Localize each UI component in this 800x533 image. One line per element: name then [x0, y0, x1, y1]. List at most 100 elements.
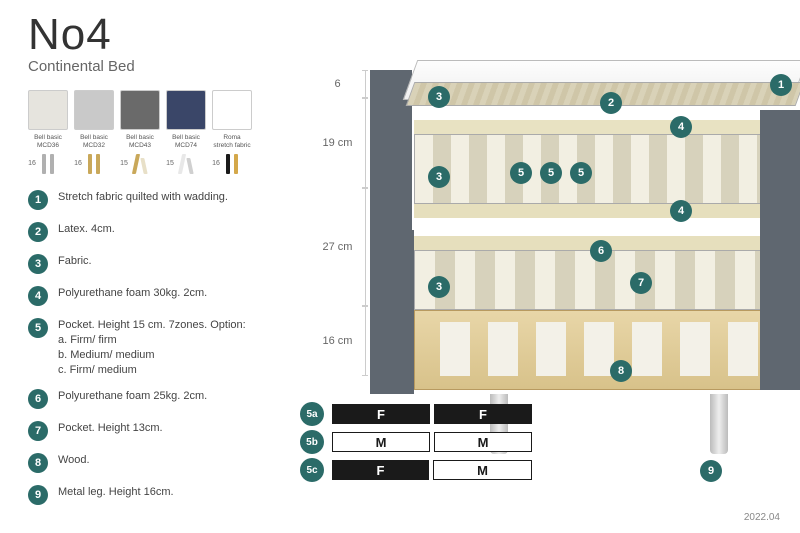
leg-shape	[234, 154, 238, 174]
firmness-left: M	[332, 432, 430, 452]
legend-item: 6 Polyurethane foam 25kg. 2cm.	[28, 389, 246, 409]
leg-shape	[96, 154, 100, 174]
swatch-color	[212, 90, 252, 130]
swatch-name: Bell basic	[28, 134, 68, 142]
leg-shape	[50, 154, 54, 174]
leg-option: 16	[212, 152, 252, 192]
layers-legend: 1 Stretch fabric quilted with wadding. 2 …	[28, 190, 246, 517]
swatch-color	[74, 90, 114, 130]
callout-marker: 3	[428, 86, 450, 108]
callout-marker: 4	[670, 200, 692, 222]
callout-marker: 3	[428, 166, 450, 188]
swatch-code: stretch fabric	[212, 142, 252, 150]
header: No4 Continental Bed	[28, 10, 135, 75]
callout-marker: 6	[590, 240, 612, 262]
legend-text: Wood.	[58, 453, 90, 468]
legend-number-badge: 5	[28, 318, 48, 338]
firmness-options: 5a F F 5b M M 5c F M	[300, 403, 532, 487]
fabric-swatch: Bell basic MCD43	[120, 90, 160, 150]
fabric-swatches: Bell basic MCD36 Bell basic MCD32 Bell b…	[28, 90, 252, 150]
dimension-label: 6	[310, 70, 366, 98]
dimension-label: 16 cm	[310, 306, 366, 376]
callout-marker: 8	[610, 360, 632, 382]
fabric-swatch: Bell basic MCD74	[166, 90, 206, 150]
legend-number-badge: 3	[28, 254, 48, 274]
swatch-code: MCD43	[120, 142, 160, 150]
leg-shape	[226, 154, 230, 174]
leg-option: 15	[120, 152, 160, 192]
leg-height: 16	[28, 160, 36, 167]
layer-pocket-springs-top	[414, 134, 794, 204]
product-subtitle: Continental Bed	[28, 58, 135, 75]
leg-height: 16	[212, 160, 220, 167]
leg-option: 15	[166, 152, 206, 192]
legend-number-badge: 2	[28, 222, 48, 242]
firmness-right: M	[433, 460, 532, 480]
firmness-left: F	[332, 460, 429, 480]
legend-item: 2 Latex. 4cm.	[28, 222, 246, 242]
firmness-right: M	[434, 432, 532, 452]
metal-leg	[710, 394, 728, 454]
callout-marker: 9	[700, 460, 722, 482]
legend-item: 1 Stretch fabric quilted with wadding.	[28, 190, 246, 210]
legend-item: 5 Pocket. Height 15 cm. 7zones. Option: …	[28, 318, 246, 377]
firmness-tag: 5a	[300, 402, 324, 426]
callout-marker: 5	[510, 162, 532, 184]
leg-height: 15	[166, 160, 174, 167]
layer-foam-bottom	[414, 204, 794, 218]
leg-shape	[88, 154, 92, 174]
legend-number-badge: 4	[28, 286, 48, 306]
firmness-row: 5c F M	[300, 459, 532, 481]
leg-height: 15	[120, 160, 128, 167]
firmness-bar: F F	[332, 404, 532, 424]
legend-item: 3 Fabric.	[28, 254, 246, 274]
legend-item: 4 Polyurethane foam 30kg. 2cm.	[28, 286, 246, 306]
legend-text: Stretch fabric quilted with wadding.	[58, 190, 228, 205]
swatch-color	[120, 90, 160, 130]
leg-shape	[42, 154, 46, 174]
leg-options: 16 16 15 15 16	[28, 152, 252, 192]
legend-text: Pocket. Height 13cm.	[58, 421, 163, 436]
legend-text: Metal leg. Height 16cm.	[58, 485, 174, 500]
leg-shape	[140, 158, 147, 174]
layer-foam-top	[414, 120, 794, 134]
firmness-tag: 5b	[300, 430, 324, 454]
callout-marker: 5	[570, 162, 592, 184]
callout-marker: 1	[770, 74, 792, 96]
wood-slats	[440, 322, 760, 376]
leg-height: 16	[74, 160, 82, 167]
legend-text: Polyurethane foam 30kg. 2cm.	[58, 286, 207, 301]
swatch-name: Roma	[212, 134, 252, 142]
firmness-bar: M M	[332, 432, 532, 452]
swatch-code: MCD32	[74, 142, 114, 150]
leg-shape	[132, 154, 140, 174]
fabric-swatch: Roma stretch fabric	[212, 90, 252, 150]
product-spec-sheet: No4 Continental Bed Bell basic MCD36 Bel…	[0, 0, 800, 533]
swatch-code: MCD74	[166, 142, 206, 150]
callout-marker: 3	[428, 276, 450, 298]
swatch-name: Bell basic	[120, 134, 160, 142]
outer-fabric-panel	[760, 110, 800, 390]
leg-shape	[186, 158, 193, 174]
dimension-label: 27 cm	[310, 188, 366, 306]
dimension-column: 619 cm27 cm16 cm	[310, 70, 366, 376]
product-title: No4	[28, 10, 135, 60]
firmness-row: 5b M M	[300, 431, 532, 453]
dimension-label: 19 cm	[310, 98, 366, 188]
swatch-name: Bell basic	[166, 134, 206, 142]
leg-shape	[178, 154, 186, 174]
legend-text: Latex. 4cm.	[58, 222, 115, 237]
callout-marker: 7	[630, 272, 652, 294]
firmness-tag: 5c	[300, 458, 324, 482]
legend-number-badge: 7	[28, 421, 48, 441]
legend-item: 9 Metal leg. Height 16cm.	[28, 485, 246, 505]
callout-marker: 5	[540, 162, 562, 184]
legend-number-badge: 9	[28, 485, 48, 505]
firmness-right: F	[434, 404, 532, 424]
callout-marker: 2	[600, 92, 622, 114]
legend-text: Polyurethane foam 25kg. 2cm.	[58, 389, 207, 404]
leg-option: 16	[74, 152, 114, 192]
leg-option: 16	[28, 152, 68, 192]
firmness-left: F	[332, 404, 430, 424]
legend-number-badge: 8	[28, 453, 48, 473]
